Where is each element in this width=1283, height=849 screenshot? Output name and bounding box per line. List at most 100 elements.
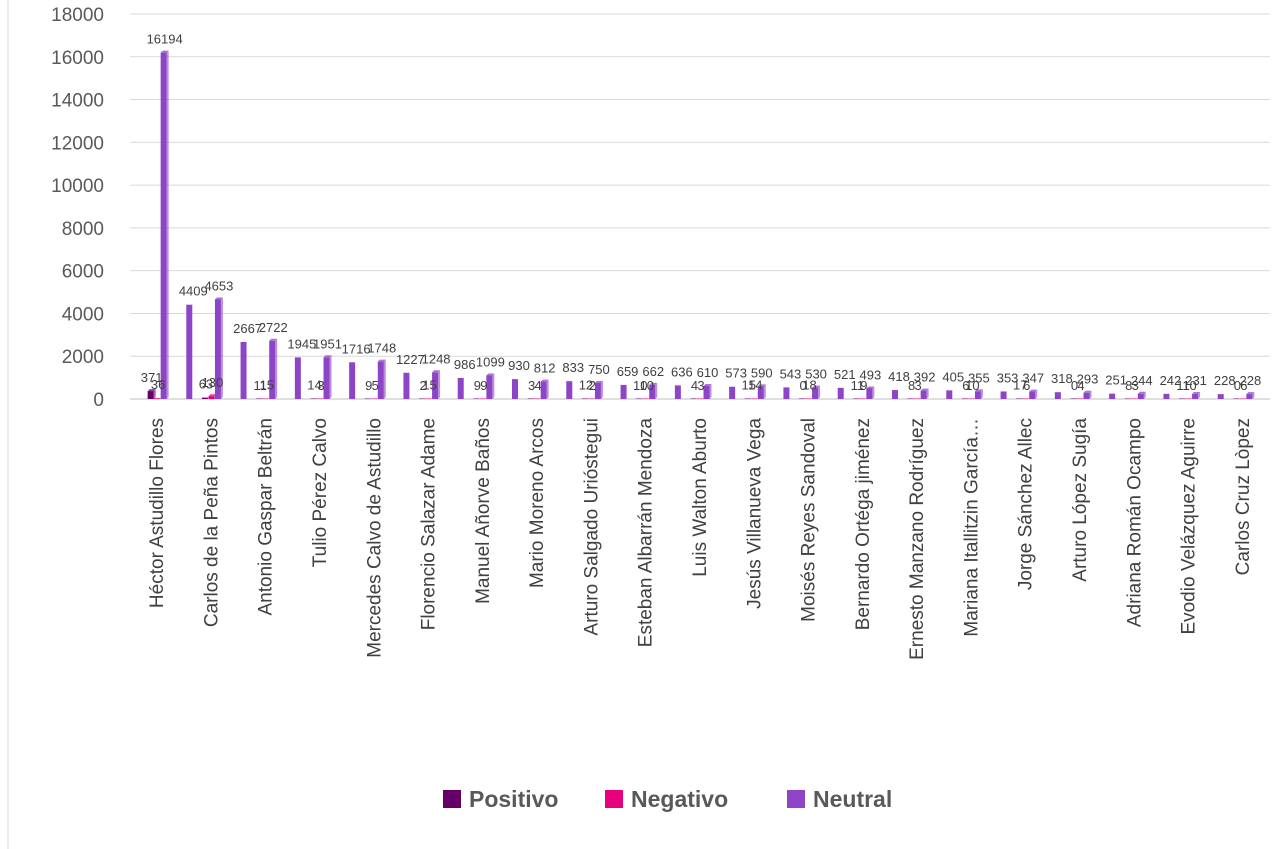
data-label-neutral: 1748 xyxy=(367,341,396,356)
y-tick-label: 6000 xyxy=(62,262,104,283)
bar-neutral xyxy=(703,385,710,399)
bar-neutral xyxy=(1217,394,1224,399)
data-label-negativo: 10 xyxy=(1182,378,1196,393)
x-category-label: Luis Walton Aburto xyxy=(690,418,711,577)
bar-negativo xyxy=(262,398,269,399)
data-label-neutral: 930 xyxy=(508,358,530,373)
legend-label-positivo: Positivo xyxy=(469,786,558,812)
bar-negativo xyxy=(479,398,486,399)
x-category-label: Jorge Sánchez Allec xyxy=(1016,418,1037,590)
bar-top-face xyxy=(486,373,495,376)
x-category-label: Carlos de la Peña Pintos xyxy=(201,418,222,627)
x-category-label: Manuel Añorve Baños xyxy=(473,418,494,604)
data-label-positivo: 6 xyxy=(962,378,969,393)
data-label-neutral: 1248 xyxy=(422,351,451,366)
bar-top-face xyxy=(1083,390,1092,393)
bar-negativo xyxy=(1185,398,1192,399)
legend-swatch-neutral xyxy=(787,790,805,808)
bar-neutral xyxy=(594,382,601,399)
data-label-positivo: 8 xyxy=(1125,378,1132,393)
data-label-positivo: 3 xyxy=(528,378,535,393)
bar-top-face xyxy=(703,383,712,386)
x-category-label: Adriana Román Ocampo xyxy=(1124,418,1145,627)
bar-neutral xyxy=(349,362,356,399)
bar-side-face xyxy=(220,297,223,399)
bar-top-face xyxy=(377,359,386,362)
data-label-negativo: 4 xyxy=(535,378,542,393)
bar-side-face xyxy=(166,50,169,400)
bar-top-face xyxy=(812,385,821,388)
bar-neutral xyxy=(1029,391,1036,399)
bar-neutral xyxy=(892,390,898,399)
bar-positivo xyxy=(1016,398,1023,399)
bar-side-face xyxy=(926,388,929,399)
data-label-negativo: 9 xyxy=(480,378,487,393)
x-category-label: Florencio Salazar Adame xyxy=(419,418,440,630)
data-label-positivo: 0 xyxy=(799,378,806,393)
data-label-negativo: 15 xyxy=(259,378,273,393)
bar-neutral xyxy=(1137,393,1144,399)
data-label-negativo: 18 xyxy=(802,378,816,393)
data-label-neutral: 1945 xyxy=(287,336,316,351)
bar-positivo xyxy=(690,398,697,399)
bar-top-face xyxy=(649,382,658,385)
bar-side-face xyxy=(329,355,332,399)
bar-side-face xyxy=(709,383,712,399)
bar-neutral xyxy=(783,387,790,399)
bar-neutral xyxy=(1163,393,1170,399)
x-category-label: Tulio Pérez Calvo xyxy=(310,418,331,567)
data-label-negativo: 6 xyxy=(1023,378,1030,393)
bar-positivo xyxy=(907,398,914,399)
bar-neutral xyxy=(1000,391,1007,399)
bar-positivo xyxy=(201,397,208,399)
bar-neutral xyxy=(486,375,493,399)
bar-neutral xyxy=(620,384,627,399)
data-label-neutral: 4653 xyxy=(204,278,233,293)
bar-neutral xyxy=(512,379,518,399)
data-label-negativo: 130 xyxy=(202,375,224,390)
bar-neutral xyxy=(160,52,167,400)
bar-positivo xyxy=(256,398,263,399)
x-category-label: Mercedes Calvo de Astudillo xyxy=(364,418,385,658)
bar-neutral xyxy=(812,387,819,399)
bar-side-face xyxy=(818,385,821,399)
data-label-negativo: 9 xyxy=(860,378,867,393)
bar-negativo xyxy=(425,398,432,399)
bar-top-face xyxy=(147,389,156,392)
data-label-negativo: 2 xyxy=(589,378,596,393)
x-category-label: Arturo Salgado Urióstegui xyxy=(581,418,602,636)
bar-neutral xyxy=(674,385,681,399)
x-category-label: Ernesto Manzano Rodríguez xyxy=(907,418,928,660)
bar-negativo xyxy=(697,398,703,399)
bar-neutral xyxy=(920,390,927,399)
x-category-label: Evodio Velázquez Aguirre xyxy=(1179,418,1200,635)
bar-positivo xyxy=(473,398,480,399)
bar-neutral xyxy=(946,390,953,399)
data-label-positivo: 9 xyxy=(474,378,481,393)
bar-side-face xyxy=(980,389,983,399)
bar-positivo xyxy=(527,398,534,399)
bar-top-face xyxy=(866,386,875,389)
data-label-neutral: 318 xyxy=(1051,371,1073,386)
bar-neutral xyxy=(649,384,656,399)
data-label-positivo: 15 xyxy=(742,378,756,393)
data-label-neutral: 750 xyxy=(588,362,610,377)
data-label-neutral: 833 xyxy=(562,360,584,375)
bar-negativo xyxy=(968,398,975,399)
bar-top-face xyxy=(323,355,332,358)
x-category-label: Héctor Astudillo Flores xyxy=(147,418,168,608)
data-label-neutral: 16194 xyxy=(147,32,183,47)
bar-negativo xyxy=(1022,398,1029,399)
data-label-positivo: 14 xyxy=(307,378,321,393)
bar-positivo xyxy=(799,398,806,399)
y-tick-label: 12000 xyxy=(51,133,104,154)
x-category-label: Carlos Cruz Lòpez xyxy=(1233,418,1254,575)
y-tick-label: 18000 xyxy=(51,5,104,26)
bar-neutral xyxy=(1192,394,1199,399)
data-label-negativo: 3 xyxy=(915,378,922,393)
y-tick-label: 14000 xyxy=(51,91,104,112)
bar-neutral xyxy=(432,372,439,399)
